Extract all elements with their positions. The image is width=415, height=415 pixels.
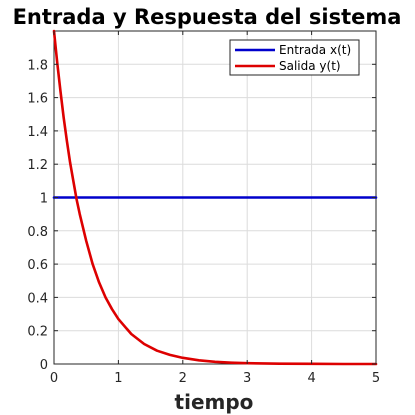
y-tick-label: 0.6	[27, 258, 48, 273]
legend-box	[229, 39, 360, 76]
y-tick-label: 1.8	[27, 58, 48, 73]
y-tick-label: 0	[40, 358, 48, 373]
y-tick-label: 0.2	[27, 325, 48, 340]
y-tick-label: 1.2	[27, 158, 48, 173]
chart-title: Entrada y Respuesta del sistema	[13, 5, 402, 29]
y-tick-label: 1.4	[27, 125, 48, 140]
y-tick-label: 1	[40, 192, 48, 207]
y-tick-label: 0.8	[27, 225, 48, 240]
x-axis-label: tiempo	[175, 390, 254, 414]
x-tick-label: 2	[179, 371, 187, 386]
x-tick-label: 1	[114, 371, 122, 386]
legend-label: Salida y(t)	[279, 59, 341, 73]
tick-labels: 0 1 2 3 4 5 0 0.2 0.4 0.6 0.8 1 1.2 1.4 1.6 1.8	[27, 31, 380, 386]
series-line-salida	[52, 29, 378, 366]
x-tick-label: 3	[243, 371, 251, 386]
y-tick-label: 1.6	[27, 92, 48, 107]
legend: Entrada x(t) Salida y(t)	[229, 39, 360, 76]
legend-label: Entrada x(t)	[279, 43, 351, 57]
series-layer	[52, 29, 378, 366]
y-tick-label: 0.4	[27, 291, 48, 306]
x-tick-label: 4	[307, 371, 315, 386]
x-tick-label: 0	[50, 371, 58, 386]
x-tick-label: 5	[372, 371, 380, 386]
